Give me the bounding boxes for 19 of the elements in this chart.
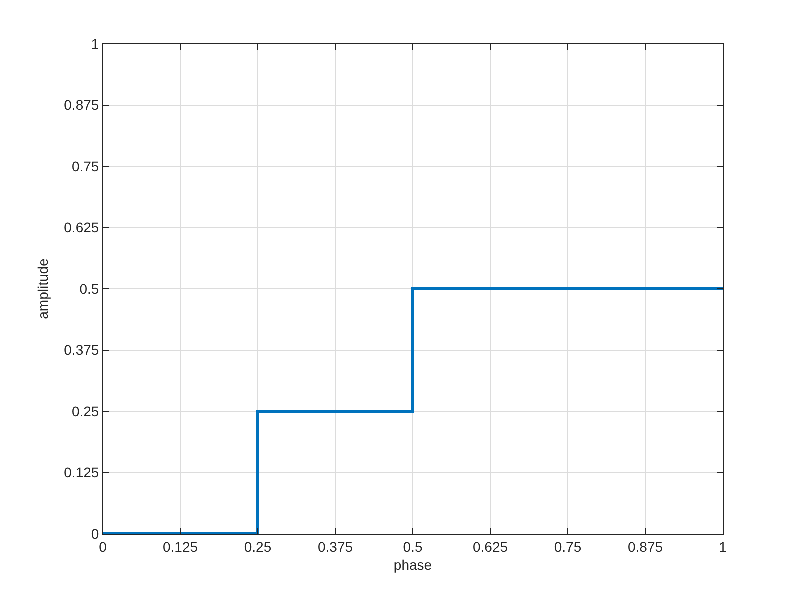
x-tick-label: 0.5 — [403, 538, 423, 555]
y-axis-title: amplitude — [34, 258, 51, 320]
y-tick-label: 0.25 — [72, 403, 100, 420]
y-tick-label: 1 — [91, 36, 100, 52]
x-tick-label: 0.375 — [318, 538, 354, 555]
x-tick-label: 1 — [719, 538, 728, 555]
x-tick-label: 0.125 — [162, 538, 198, 555]
y-tick-label: 0 — [91, 526, 100, 542]
x-tick-label: 0.625 — [472, 538, 508, 555]
x-axis-title: phase — [394, 557, 432, 574]
x-tick-label: 0.75 — [554, 538, 582, 555]
y-tick-label: 0.125 — [64, 464, 100, 481]
y-tick-label: 0.75 — [72, 158, 100, 174]
x-tick-label: 0.25 — [244, 538, 272, 555]
y-tick-label: 0.5 — [80, 280, 100, 297]
x-tick-label: 0.875 — [628, 538, 664, 555]
y-tick-label: 0.875 — [64, 97, 100, 114]
y-tick-label: 0.625 — [64, 220, 100, 236]
y-tick-label: 0.375 — [64, 342, 100, 358]
